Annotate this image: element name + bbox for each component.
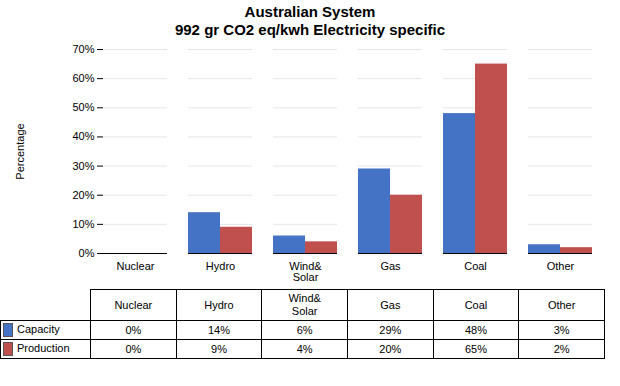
html-text:Hydro: Hydro <box>204 298 234 311</box>
html-text:Coal: Coal <box>464 298 488 311</box>
html-text:Other: Other <box>547 298 576 311</box>
html-text:Production: Production <box>17 342 70 355</box>
html-text:2%: 2% <box>553 343 570 356</box>
svg-text:10%: 10% <box>72 218 94 230</box>
html-text:48%: 48% <box>464 324 487 336</box>
html-text:20%: 20% <box>379 343 402 356</box>
html-text:Capacity: Capacity <box>17 323 60 335</box>
svg-text:Hydro: Hydro <box>206 260 235 272</box>
svg-text:0%: 0% <box>79 247 95 259</box>
svg-text:Gas: Gas <box>380 260 401 272</box>
html-text:3%: 3% <box>553 324 570 336</box>
svg-text:30%: 30% <box>72 160 94 172</box>
svg-text:20%: 20% <box>72 189 94 201</box>
html-text:6%: 6% <box>296 324 313 336</box>
html-text:Australian System: Australian System <box>244 3 376 20</box>
svg-text:Wind&Solar: Wind&Solar <box>289 260 322 283</box>
html-text:Nuclear: Nuclear <box>114 298 153 311</box>
html-text:65%: 65% <box>464 343 487 356</box>
svg-text:Coal: Coal <box>464 260 487 272</box>
svg-text:40%: 40% <box>72 130 94 142</box>
svg-text:Nuclear: Nuclear <box>117 260 155 272</box>
svg-text:Other: Other <box>547 260 575 272</box>
html-text:4%: 4% <box>296 343 313 356</box>
html-text:9%: 9% <box>211 343 227 356</box>
html-text:Gas: Gas <box>380 298 401 311</box>
html-text:0%: 0% <box>125 324 142 336</box>
html-text:0%: 0% <box>125 343 142 356</box>
html-text:992 gr CO2 eq/kwh Electricity: 992 gr CO2 eq/kwh Electricity specific <box>174 21 446 38</box>
svg-text:Percentage: Percentage <box>14 123 26 179</box>
html-text:Wind& Solar: Wind& Solar <box>288 292 321 317</box>
svg-text:50%: 50% <box>72 101 94 113</box>
html-text:29%: 29% <box>379 324 402 336</box>
svg-text:60%: 60% <box>72 72 94 84</box>
html-text:14%: 14% <box>208 324 230 336</box>
svg-text:70%: 70% <box>72 43 94 55</box>
